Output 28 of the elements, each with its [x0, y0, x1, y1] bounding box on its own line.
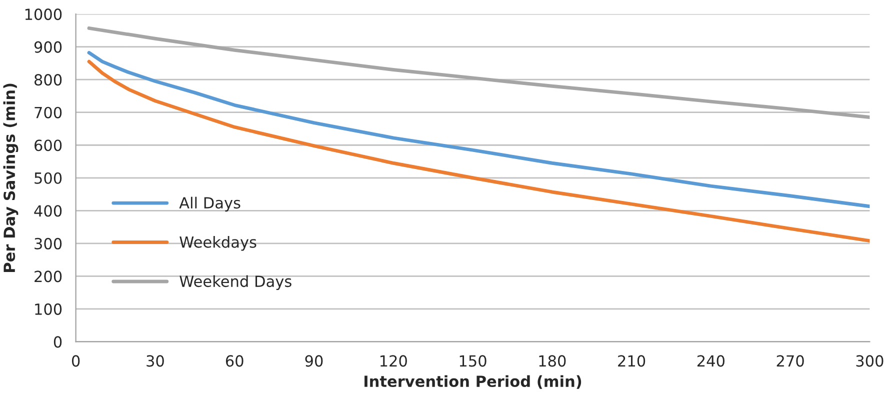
- y-axis-title: Per Day Savings (min): [3, 84, 18, 272]
- y-tick-label: 0: [54, 336, 62, 348]
- y-tick-label: 900: [34, 41, 62, 53]
- x-tick-label: 180: [539, 355, 566, 367]
- legend-label: Weekend Days: [180, 275, 292, 290]
- legend-label: Weekdays: [180, 236, 256, 251]
- y-tick-label: 600: [34, 140, 62, 152]
- y-tick-label: 200: [34, 270, 62, 282]
- line-series: [87, 26, 870, 120]
- x-tick-label: 150: [460, 355, 486, 367]
- y-tick-label: 400: [34, 205, 62, 217]
- legend-label: All Days: [179, 196, 240, 212]
- x-tick-label: 60: [226, 355, 244, 367]
- x-tick-label: 90: [305, 355, 323, 367]
- y-tick-label: 700: [34, 106, 62, 118]
- x-tick-label: 120: [380, 355, 407, 367]
- y-tick-label: 300: [34, 238, 62, 250]
- y-tick-label: 100: [35, 303, 62, 315]
- y-tick-label: 800: [34, 74, 62, 86]
- x-tick-label: 210: [618, 355, 646, 367]
- x-tick-label: 0: [72, 355, 80, 367]
- x-tick-label: 30: [146, 355, 164, 367]
- x-tick-label: 240: [697, 355, 724, 367]
- y-tick-label: 500: [34, 172, 62, 184]
- x-axis-title: Intervention Period (min): [364, 375, 582, 389]
- y-tick-label: 1000: [25, 8, 62, 20]
- x-tick-label: 300: [856, 355, 884, 367]
- x-tick-label: 270: [776, 355, 804, 367]
